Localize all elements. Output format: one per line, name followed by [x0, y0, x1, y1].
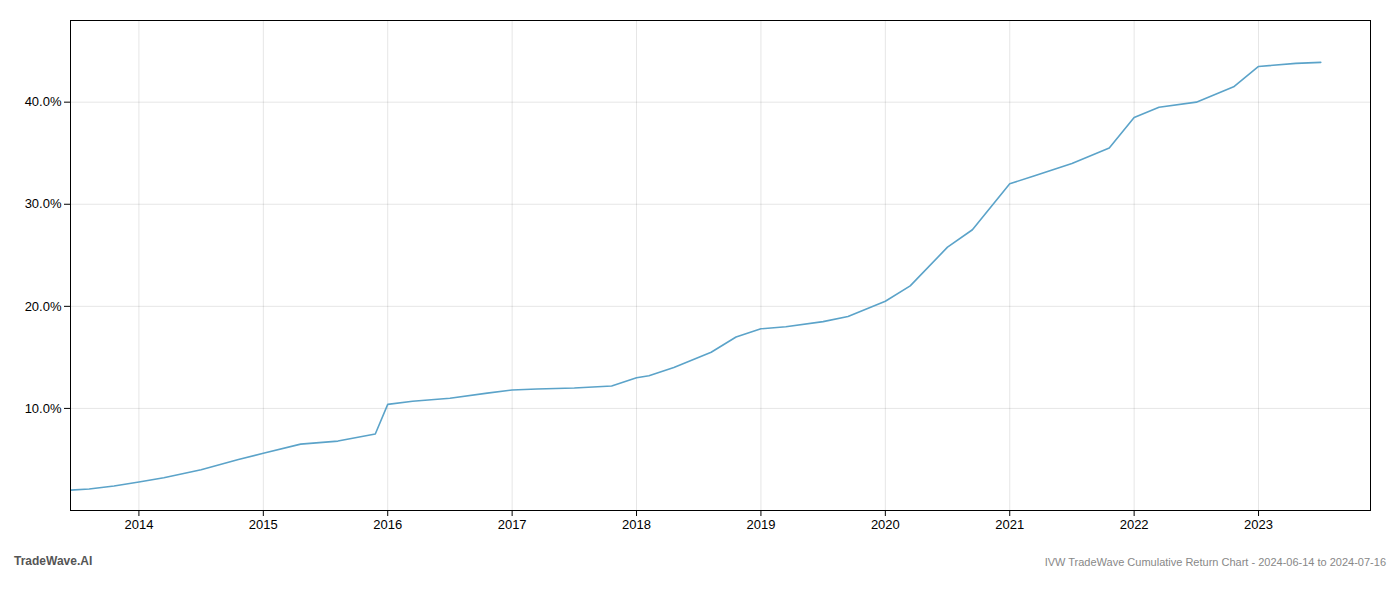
svg-text:2021: 2021	[995, 517, 1024, 532]
svg-text:30.0%: 30.0%	[25, 196, 62, 211]
html-text:TradeWave.AI: TradeWave.AI	[14, 554, 93, 568]
svg-text:2020: 2020	[871, 517, 900, 532]
svg-text:2015: 2015	[249, 517, 278, 532]
svg-text:2019: 2019	[746, 517, 775, 532]
svg-text:2022: 2022	[1120, 517, 1149, 532]
svg-text:2017: 2017	[498, 517, 527, 532]
svg-text:2018: 2018	[622, 517, 651, 532]
svg-text:2016: 2016	[373, 517, 402, 532]
html-text:IVW TradeWave Cumulative Retur: IVW TradeWave Cumulative Return Chart - …	[1044, 556, 1386, 568]
svg-text:20.0%: 20.0%	[25, 298, 62, 313]
svg-text:10.0%: 10.0%	[25, 401, 62, 416]
svg-text:2014: 2014	[124, 517, 153, 532]
svg-text:40.0%: 40.0%	[25, 94, 62, 109]
svg-text:2023: 2023	[1244, 517, 1273, 532]
